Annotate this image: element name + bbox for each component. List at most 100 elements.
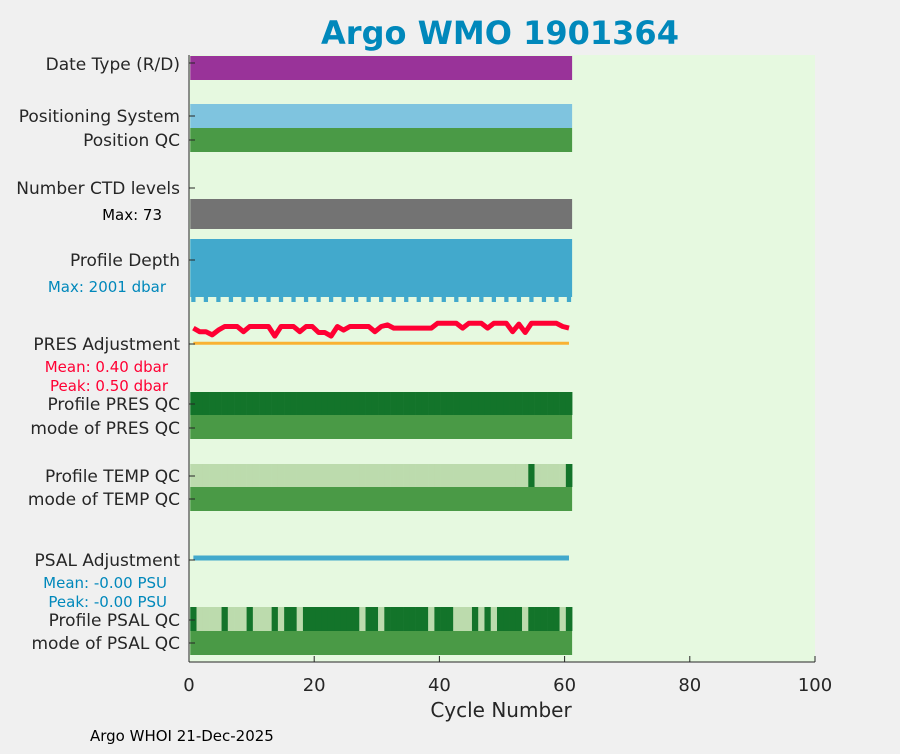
profile-temp-qc-cell [378, 464, 385, 487]
profile-pres-qc-cell [209, 392, 216, 415]
profile-temp-qc-cell [547, 464, 554, 487]
profile-psal-qc-cell [472, 607, 479, 631]
footer-credit: Argo WHOI 21-Dec-2025 [90, 727, 274, 745]
profile-temp-qc-cell [553, 464, 560, 487]
label-profile-depth: Profile Depth [70, 251, 180, 271]
x-tick-label: 20 [303, 675, 326, 696]
profile-depth-cell [567, 297, 571, 302]
profile-temp-qc-cell [478, 464, 485, 487]
profile-depth-cell [554, 297, 558, 302]
profile-psal-qc-cell [478, 607, 485, 631]
profile-pres-qc-cell [284, 392, 291, 415]
profile-psal-qc-cell [447, 607, 454, 631]
profile-depth-cell [304, 297, 308, 302]
profile-temp-qc-cell [447, 464, 454, 487]
profile-psal-qc-cell [309, 607, 316, 631]
profile-pres-qc-cell [441, 392, 448, 415]
profile-pres-qc-cell [197, 392, 204, 415]
profile-temp-qc-cell [441, 464, 448, 487]
profile-psal-qc-cell [278, 607, 285, 631]
profile-psal-qc-cell [466, 607, 473, 631]
profile-psal-qc-cell [453, 607, 460, 631]
profile-pres-qc-cell [278, 392, 285, 415]
profile-pres-qc-cell [222, 392, 229, 415]
profile-pres-qc-cell [290, 392, 297, 415]
profile-pres-qc-cell [372, 392, 379, 415]
profile-temp-qc-cell [403, 464, 410, 487]
x-axis-label: Cycle Number [430, 698, 572, 722]
profile-depth-cell [254, 297, 258, 302]
profile-temp-qc-cell [247, 464, 254, 487]
profile-temp-qc-cell [535, 464, 542, 487]
profile-pres-qc-cell [522, 392, 529, 415]
profile-pres-qc-cell [297, 392, 304, 415]
profile-depth-cell [329, 297, 333, 302]
profile-depth-cell [341, 297, 345, 302]
profile-temp-qc-cell [459, 464, 466, 487]
profile-pres-qc-cell [560, 392, 567, 415]
profile-psal-qc-cell [259, 607, 266, 631]
profile-temp-qc-cell [297, 464, 304, 487]
profile-depth-cell [191, 297, 195, 302]
date-type-bar [190, 56, 572, 80]
profile-depth-cell [404, 297, 408, 302]
profile-psal-qc-cell [372, 607, 379, 631]
profile-pres-qc-cell [535, 392, 542, 415]
profile-pres-qc-cell [403, 392, 410, 415]
profile-temp-qc-cell [259, 464, 266, 487]
profile-temp-qc-cell [510, 464, 517, 487]
profile-psal-qc-cell [403, 607, 410, 631]
label-position-qc: Position QC [83, 131, 180, 151]
profile-pres-qc-cell [510, 392, 517, 415]
ctd-levels-bar [190, 199, 572, 229]
profile-temp-qc-cell [340, 464, 347, 487]
profile-depth-cell [316, 297, 320, 302]
profile-depth-cell [279, 297, 283, 302]
profile-psal-qc-cell [297, 607, 304, 631]
label-pres-mean: Mean: 0.40 dbar [45, 358, 169, 376]
profile-temp-qc-cell [516, 464, 523, 487]
profile-pres-qc-cell [215, 392, 222, 415]
profile-depth-cell [379, 297, 383, 302]
profile-psal-qc-cell [503, 607, 510, 631]
profile-pres-qc-cell [397, 392, 404, 415]
profile-pres-qc-cell [547, 392, 554, 415]
profile-pres-qc-cell [272, 392, 279, 415]
profile-temp-qc-cell [466, 464, 473, 487]
profile-pres-qc-cell [491, 392, 498, 415]
profile-pres-qc-cell [447, 392, 454, 415]
profile-temp-qc-cell [566, 464, 573, 487]
profile-pres-qc-cell [466, 392, 473, 415]
label-profile-temp-qc: Profile TEMP QC [45, 467, 180, 487]
profile-pres-qc-cell [359, 392, 366, 415]
label-profile-psal-qc: Profile PSAL QC [49, 611, 180, 631]
profile-temp-qc-cell [422, 464, 429, 487]
profile-temp-qc-cell [397, 464, 404, 487]
profile-psal-qc-cell [397, 607, 404, 631]
profile-pres-qc-cell [303, 392, 310, 415]
label-mode-pres-qc: mode of PRES QC [30, 419, 180, 439]
label-pres-peak: Peak: 0.50 dbar [50, 377, 169, 395]
profile-psal-qc-cell [190, 607, 197, 631]
profile-psal-qc-cell [203, 607, 210, 631]
profile-psal-qc-cell [516, 607, 523, 631]
profile-temp-qc-cell [359, 464, 366, 487]
profile-depth-cell [454, 297, 458, 302]
profile-pres-qc-cell [228, 392, 235, 415]
profile-depth-cell [367, 297, 371, 302]
profile-psal-qc-cell [566, 607, 573, 631]
profile-pres-qc-cell [566, 392, 573, 415]
profile-psal-qc-cell [322, 607, 329, 631]
profile-temp-qc-cell [541, 464, 548, 487]
position-qc-bar [190, 128, 572, 152]
profile-psal-qc-cell [253, 607, 260, 631]
profile-psal-qc-cell [422, 607, 429, 631]
profile-pres-qc-cell [422, 392, 429, 415]
profile-pres-qc-cell [366, 392, 373, 415]
profile-depth-cell [266, 297, 270, 302]
profile-pres-qc-cell [253, 392, 260, 415]
profile-temp-qc-cell [265, 464, 272, 487]
profile-psal-qc-cell [240, 607, 247, 631]
